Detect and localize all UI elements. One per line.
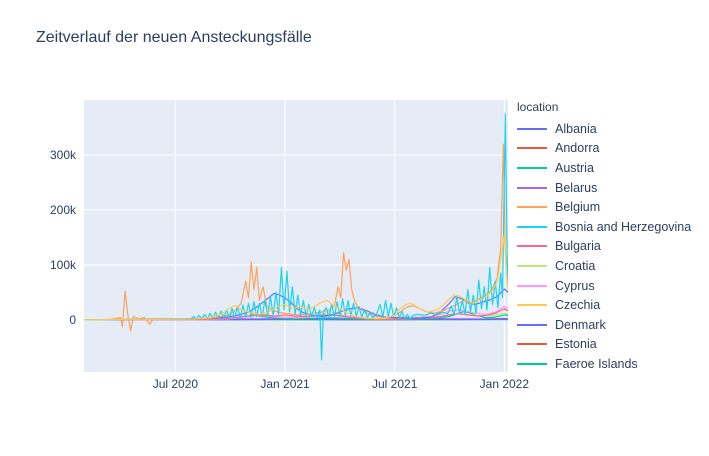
legend-label: Estonia: [555, 337, 597, 352]
legend-line-swatch: [517, 225, 547, 228]
series-line-bosnia-and-herzegovina: [84, 113, 508, 361]
series-line-albania: [84, 318, 508, 321]
legend-label: Albania: [555, 121, 597, 136]
legend-item-bulgaria[interactable]: Bulgaria: [517, 237, 691, 257]
plot-background: [84, 100, 508, 372]
legend-item-croatia[interactable]: Croatia: [517, 256, 691, 276]
legend: location Albania Andorra Austria Belarus Bel…: [517, 100, 691, 374]
x-tick-label: Jan 2022: [479, 377, 530, 391]
legend-label: Austria: [555, 160, 594, 175]
legend-item-belgium[interactable]: Belgium: [517, 197, 691, 217]
plot-canvas[interactable]: [84, 100, 508, 372]
legend-label: Denmark: [555, 317, 606, 332]
legend-items: Albania Andorra Austria Belarus Belgium Bosni…: [517, 119, 691, 374]
y-tick-label: 0: [69, 312, 76, 327]
legend-line-swatch: [517, 147, 547, 150]
legend-item-belarus[interactable]: Belarus: [517, 178, 691, 198]
legend-line-swatch: [517, 245, 547, 248]
legend-line-swatch: [517, 264, 547, 267]
y-tick-label: 100k: [49, 257, 76, 272]
legend-line-swatch: [517, 323, 547, 326]
legend-label: Belarus: [555, 180, 598, 195]
legend-item-andorra[interactable]: Andorra: [517, 139, 691, 159]
legend-item-bosnia-and-herzegovina[interactable]: Bosnia and Herzegovina: [517, 217, 691, 237]
legend-item-albania[interactable]: Albania: [517, 119, 691, 139]
legend-label: Andorra: [555, 141, 600, 156]
x-tick-label: Jan 2021: [260, 377, 310, 391]
legend-line-swatch: [517, 304, 547, 307]
legend-item-cyprus[interactable]: Cyprus: [517, 276, 691, 296]
legend-label: Bosnia and Herzegovina: [555, 219, 692, 234]
legend-item-czechia[interactable]: Czechia: [517, 295, 691, 315]
legend-label: Czechia: [555, 298, 601, 313]
x-tick-label: Jul 2020: [152, 377, 199, 391]
x-tick-label: Jul 2021: [372, 377, 418, 391]
legend-label: Faeroe Islands: [555, 356, 638, 371]
legend-line-swatch: [517, 284, 547, 287]
y-tick-label: 300k: [49, 147, 76, 162]
legend-label: Bulgaria: [555, 239, 601, 254]
legend-line-swatch: [517, 343, 547, 346]
y-tick-label: 200k: [49, 202, 76, 217]
legend-item-austria[interactable]: Austria: [517, 158, 691, 178]
legend-title: location: [517, 100, 559, 114]
legend-label: Croatia: [555, 258, 596, 273]
legend-item-estonia[interactable]: Estonia: [517, 335, 691, 355]
series-line-czechia: [84, 234, 508, 321]
legend-line-swatch: [517, 166, 547, 169]
legend-label: Belgium: [555, 200, 601, 215]
legend-line-swatch: [517, 186, 547, 189]
legend-item-denmark[interactable]: Denmark: [517, 315, 691, 335]
chart-title: Zeitverlauf der neuen Ansteckungsfälle: [36, 29, 312, 46]
legend-item-faeroe-islands[interactable]: Faeroe Islands: [517, 354, 691, 374]
legend-line-swatch: [517, 362, 547, 365]
legend-line-swatch: [517, 206, 547, 209]
legend-label: Cyprus: [555, 278, 595, 293]
legend-line-swatch: [517, 127, 547, 130]
plot-area[interactable]: [84, 100, 508, 372]
